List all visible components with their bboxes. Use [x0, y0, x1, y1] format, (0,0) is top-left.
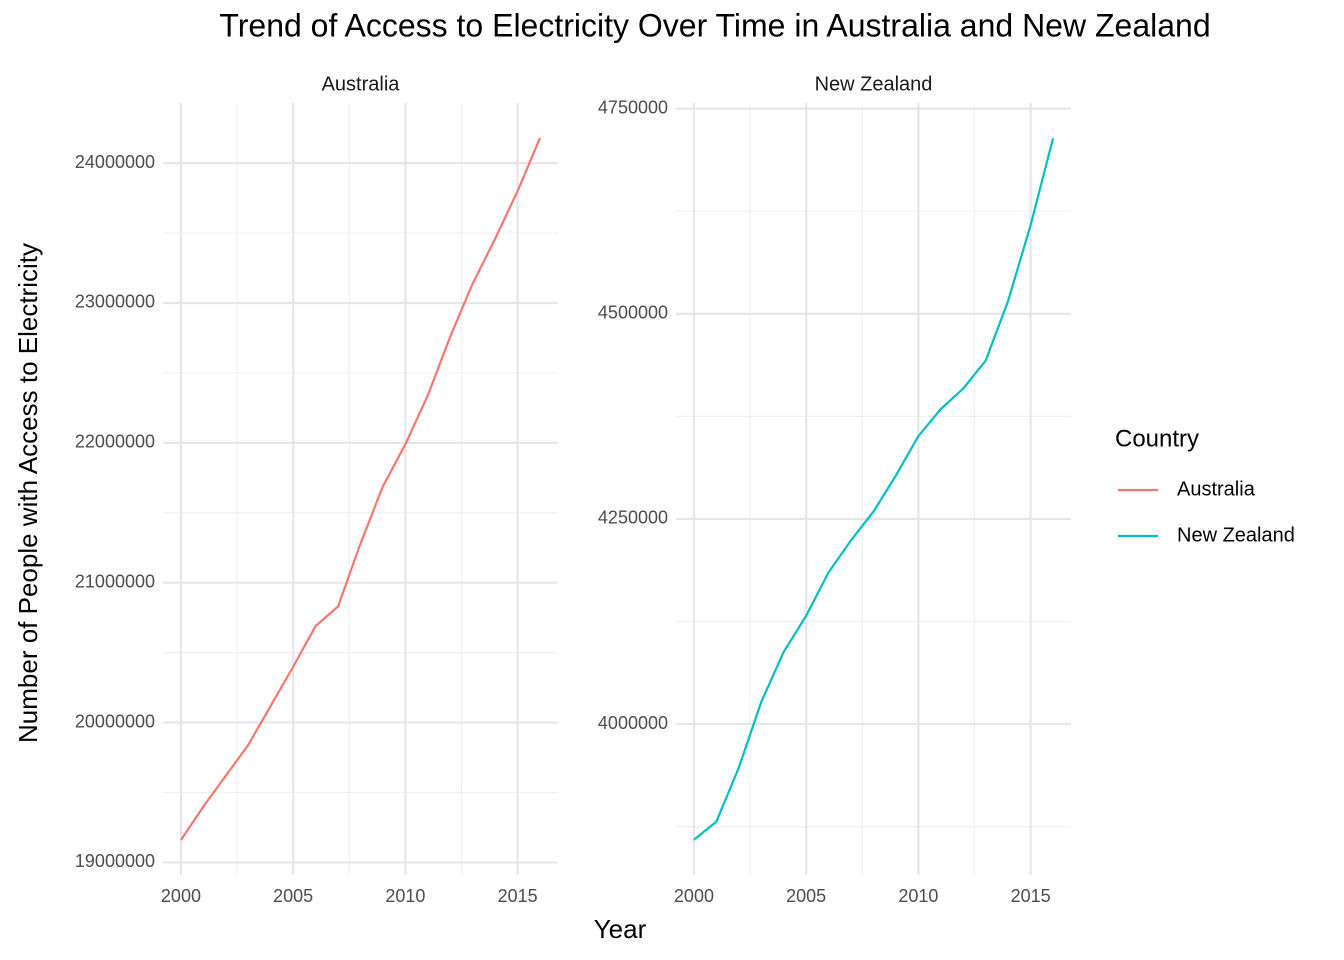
y-axis-label: Number of People with Access to Electric…: [13, 243, 43, 743]
data-line: [180, 137, 542, 841]
x-tick-label: 2010: [385, 886, 425, 906]
x-tick-label: 2000: [161, 886, 201, 906]
x-tick-label: 2010: [898, 886, 938, 906]
legend-label: New Zealand: [1177, 524, 1295, 546]
y-tick-label: 24000000: [75, 152, 155, 172]
x-tick-label: 2000: [674, 886, 714, 906]
legend-label: Australia: [1177, 478, 1256, 500]
y-tick-label: 4500000: [598, 303, 668, 323]
x-tick-label: 2005: [786, 886, 826, 906]
y-tick-label: 20000000: [75, 711, 155, 731]
facet-title: Australia: [322, 73, 401, 95]
y-tick-label: 4250000: [598, 508, 668, 528]
y-tick-label: 23000000: [75, 292, 155, 312]
chart-title: Trend of Access to Electricity Over Time…: [219, 7, 1210, 43]
y-tick-label: 4750000: [598, 97, 668, 117]
x-axis-label: Year: [594, 914, 647, 944]
y-tick-label: 22000000: [75, 432, 155, 452]
facet-title: New Zealand: [815, 73, 933, 95]
x-tick-label: 2015: [1011, 886, 1051, 906]
y-tick-label: 4000000: [598, 713, 668, 733]
x-tick-label: 2015: [498, 886, 538, 906]
x-tick-label: 2005: [273, 886, 313, 906]
y-tick-label: 21000000: [75, 571, 155, 591]
y-tick-label: 19000000: [75, 851, 155, 871]
legend-title: Country: [1115, 425, 1199, 452]
data-line: [693, 138, 1055, 841]
